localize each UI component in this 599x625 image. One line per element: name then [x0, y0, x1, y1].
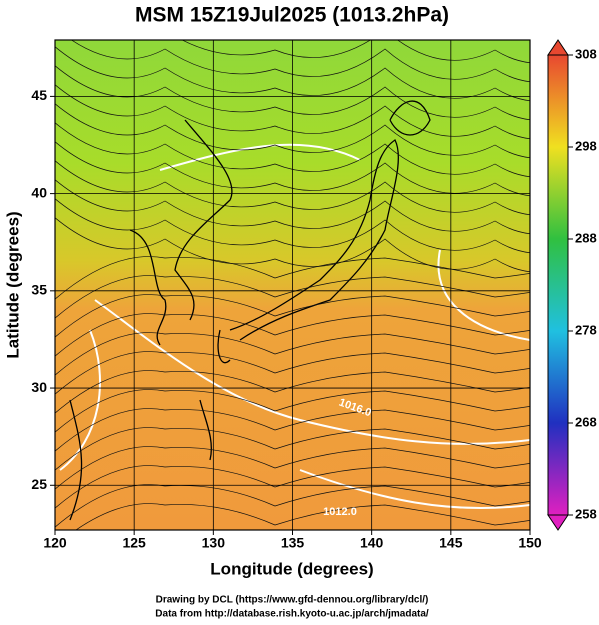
- colorbar-tick-label: 278: [575, 322, 597, 337]
- streamline: [55, 446, 530, 490]
- streamline: [75, 503, 530, 530]
- x-tick-label: 135: [281, 535, 305, 551]
- x-axis-label: Longitude (degrees): [210, 559, 373, 578]
- streamline: [55, 427, 530, 471]
- x-tick-label: 145: [439, 535, 463, 551]
- streamline: [55, 389, 530, 433]
- streamline: [55, 275, 530, 319]
- coastline: [69, 100, 431, 521]
- streamline: [55, 294, 530, 338]
- map-layer: [55, 40, 530, 530]
- streamline: [55, 408, 530, 452]
- streamline: [55, 103, 530, 158]
- colorbar-tick-label: 288: [575, 230, 597, 245]
- contour-label: 1012.0: [323, 506, 357, 518]
- streamline: [121, 40, 530, 63]
- streamline: [55, 160, 530, 215]
- streamline: [55, 465, 530, 509]
- y-tick-label: 40: [31, 184, 47, 200]
- streamlines: [55, 40, 530, 530]
- footer-text: Data from http://database.rish.kyoto-u.a…: [155, 609, 429, 620]
- streamline: [55, 332, 530, 376]
- colorbar-tick-label: 308: [575, 46, 597, 61]
- y-tick-label: 35: [31, 282, 47, 298]
- streamline: [55, 217, 530, 272]
- streamline: [55, 141, 530, 196]
- streamline: [55, 256, 530, 300]
- streamline: [55, 46, 530, 101]
- streamline: [55, 484, 530, 528]
- x-tick-label: 150: [518, 535, 542, 551]
- isobar: [59, 143, 530, 510]
- streamline: [55, 370, 530, 414]
- streamline: [55, 84, 530, 139]
- colorbar-min-arrow: [547, 514, 569, 531]
- streamline: [55, 198, 530, 253]
- streamline: [55, 351, 530, 395]
- streamline: [55, 65, 530, 120]
- x-tick-label: 130: [202, 535, 226, 551]
- y-tick-label: 45: [31, 87, 47, 103]
- x-tick-label: 140: [360, 535, 384, 551]
- x-tick-label: 120: [43, 535, 67, 551]
- map-title: MSM 15Z19Jul2025 (1013.2hPa): [135, 4, 449, 27]
- colorbar-tick-label: 258: [575, 506, 597, 521]
- colorbar-tick-label: 298: [575, 138, 597, 153]
- y-tick-label: 30: [31, 379, 47, 395]
- y-tick-label: 25: [31, 476, 47, 492]
- streamline: [71, 40, 530, 82]
- footer-text: Drawing by DCL (https://www.gfd-dennou.o…: [156, 595, 429, 606]
- colorbar-tick-label: 268: [575, 414, 597, 429]
- streamline: [55, 179, 530, 234]
- y-axis-label: Latitude (degrees): [3, 211, 22, 358]
- streamline: [55, 122, 530, 177]
- x-tick-label: 125: [122, 535, 146, 551]
- streamline: [55, 313, 530, 357]
- colorbar-max-arrow: [547, 39, 569, 56]
- colorbar: [547, 54, 569, 516]
